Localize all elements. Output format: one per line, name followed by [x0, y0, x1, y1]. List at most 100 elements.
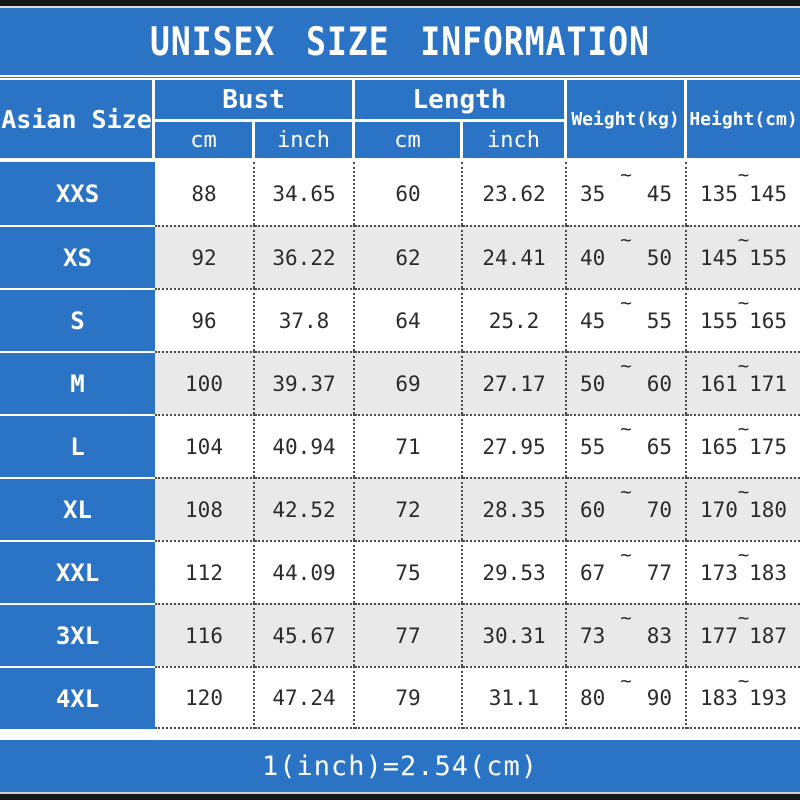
range-max: 90 — [646, 685, 672, 710]
page-title: UNISEX SIZE INFORMATION — [150, 18, 650, 65]
range-min: 60 — [580, 497, 606, 522]
cell-length-inch: 30.31 — [463, 603, 567, 666]
column-header-height: Height(cm) — [687, 80, 800, 158]
range-max: 70 — [646, 497, 672, 522]
subheader-bust-inch: inch — [255, 122, 355, 158]
subheader-length-inch: inch — [463, 122, 567, 158]
cell-height-range: 170 ~180 — [687, 477, 800, 540]
range-min: 173 — [700, 560, 738, 585]
range-max: 183 — [749, 560, 787, 585]
table-row: XXL 112 44.09 75 29.53 67 ~77 173 ~183 — [0, 540, 800, 603]
range-max: 145 — [749, 181, 787, 206]
size-label: XL — [0, 477, 155, 540]
cell-length-inch: 28.35 — [463, 477, 567, 540]
range-min: 165 — [700, 434, 738, 459]
range-max: 175 — [749, 434, 787, 459]
range-tilde: ~ — [737, 670, 750, 692]
cell-length-cm: 62 — [355, 225, 463, 288]
cell-length-inch: 29.53 — [463, 540, 567, 603]
top-border-bar — [0, 0, 800, 6]
cell-height-range: 173 ~183 — [687, 540, 800, 603]
range-min: 155 — [700, 308, 738, 333]
bottom-border-line — [0, 792, 800, 794]
size-label: XS — [0, 225, 155, 288]
range-tilde: ~ — [737, 164, 750, 186]
subheader-length-cm: cm — [355, 122, 463, 158]
range-tilde: ~ — [620, 418, 632, 440]
range-tilde: ~ — [620, 229, 632, 251]
size-label: 4XL — [0, 666, 155, 729]
table-row: S 96 37.8 64 25.2 45 ~55 155 ~165 — [0, 288, 800, 351]
cell-length-cm: 64 — [355, 288, 463, 351]
range-min: 40 — [580, 245, 606, 270]
cell-height-range: 165 ~175 — [687, 414, 800, 477]
column-header-asian-size: Asian Size — [0, 80, 155, 158]
cell-bust-cm: 88 — [155, 162, 255, 225]
cell-bust-cm: 112 — [155, 540, 255, 603]
cell-height-range: 161 ~171 — [687, 351, 800, 414]
cell-height-range: 145 ~155 — [687, 225, 800, 288]
range-tilde: ~ — [620, 164, 632, 186]
range-tilde: ~ — [620, 607, 632, 629]
range-max: 65 — [646, 434, 672, 459]
range-min: 50 — [580, 371, 606, 396]
conversion-note: 1(inch)=2.54(cm) — [261, 750, 539, 782]
range-tilde: ~ — [620, 292, 632, 314]
cell-height-range: 183 ~193 — [687, 666, 800, 729]
cell-bust-cm: 116 — [155, 603, 255, 666]
size-label: XXL — [0, 540, 155, 603]
table-row: XL 108 42.52 72 28.35 60 ~70 170 ~180 — [0, 477, 800, 540]
cell-length-cm: 75 — [355, 540, 463, 603]
range-max: 165 — [749, 308, 787, 333]
footer-gap — [0, 729, 800, 740]
range-min: 35 — [580, 181, 606, 206]
table-row: XS 92 36.22 62 24.41 40 ~50 145 ~155 — [0, 225, 800, 288]
cell-length-inch: 27.95 — [463, 414, 567, 477]
cell-height-range: 155 ~165 — [687, 288, 800, 351]
size-label: 3XL — [0, 603, 155, 666]
cell-bust-cm: 104 — [155, 414, 255, 477]
title-band: UNISEX SIZE INFORMATION — [0, 8, 800, 75]
range-min: 183 — [700, 685, 738, 710]
cell-height-range: 135 ~145 — [687, 162, 800, 225]
cell-length-cm: 60 — [355, 162, 463, 225]
cell-weight-range: 80 ~90 — [567, 666, 687, 729]
range-tilde: ~ — [737, 355, 750, 377]
range-tilde: ~ — [737, 607, 750, 629]
range-max: 193 — [749, 685, 787, 710]
range-min: 161 — [700, 371, 738, 396]
table-row: L 104 40.94 71 27.95 55 ~65 165 ~175 — [0, 414, 800, 477]
cell-weight-range: 40 ~50 — [567, 225, 687, 288]
range-min: 73 — [580, 623, 606, 648]
range-tilde: ~ — [620, 670, 632, 692]
cell-bust-cm: 120 — [155, 666, 255, 729]
cell-weight-range: 60 ~70 — [567, 477, 687, 540]
table-header: Asian Size Bust Length Weight(kg) Height… — [0, 80, 800, 158]
range-tilde: ~ — [620, 481, 632, 503]
range-tilde: ~ — [737, 229, 750, 251]
cell-weight-range: 55 ~65 — [567, 414, 687, 477]
size-label: L — [0, 414, 155, 477]
range-max: 155 — [749, 245, 787, 270]
title-divider — [0, 75, 800, 80]
range-max: 60 — [646, 371, 672, 396]
table-row: XXS 88 34.65 60 23.62 35 ~45 135 ~145 — [0, 162, 800, 225]
cell-bust-cm: 96 — [155, 288, 255, 351]
subheader-bust-cm: cm — [155, 122, 255, 158]
range-tilde: ~ — [737, 481, 750, 503]
size-label: M — [0, 351, 155, 414]
range-tilde: ~ — [737, 418, 750, 440]
cell-bust-cm: 92 — [155, 225, 255, 288]
cell-bust-cm: 108 — [155, 477, 255, 540]
range-min: 67 — [580, 560, 606, 585]
cell-weight-range: 35 ~45 — [567, 162, 687, 225]
range-max: 77 — [646, 560, 672, 585]
range-min: 145 — [700, 245, 738, 270]
range-max: 45 — [646, 181, 672, 206]
size-label: XXS — [0, 162, 155, 225]
range-min: 80 — [580, 685, 606, 710]
range-max: 50 — [646, 245, 672, 270]
range-max: 83 — [646, 623, 672, 648]
cell-height-range: 177 ~187 — [687, 603, 800, 666]
